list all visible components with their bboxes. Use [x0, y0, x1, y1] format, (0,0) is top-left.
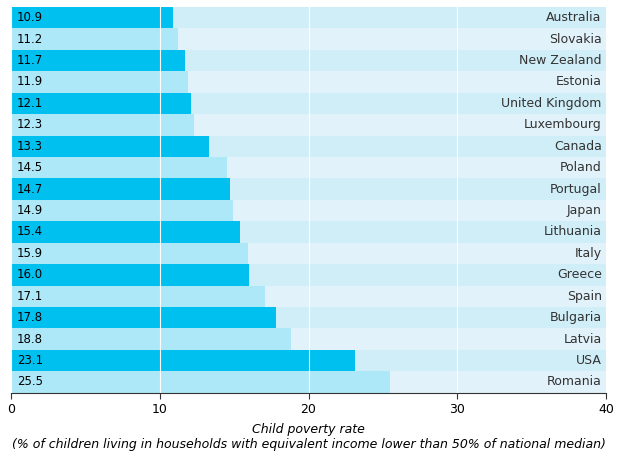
Bar	[11, 328, 606, 350]
Bar	[11, 178, 230, 200]
Bar	[11, 28, 606, 50]
Text: 11.9: 11.9	[17, 76, 43, 88]
Text: 14.9: 14.9	[17, 204, 43, 217]
Bar	[11, 243, 248, 264]
Bar	[11, 200, 606, 221]
Bar	[11, 157, 606, 178]
Text: 12.1: 12.1	[17, 97, 43, 110]
Text: Latvia: Latvia	[563, 333, 602, 346]
Text: 17.1: 17.1	[17, 290, 43, 303]
Bar	[11, 71, 188, 93]
Text: USA: USA	[576, 354, 602, 367]
Bar	[11, 178, 606, 200]
Text: Luxembourg: Luxembourg	[524, 118, 602, 131]
Text: Bulgaria: Bulgaria	[550, 311, 602, 324]
Text: Italy: Italy	[574, 247, 602, 260]
Bar	[11, 157, 227, 178]
Text: 16.0: 16.0	[17, 268, 43, 281]
Bar	[11, 7, 173, 28]
Bar	[11, 93, 606, 114]
Text: United Kingdom: United Kingdom	[501, 97, 602, 110]
Bar	[11, 371, 606, 393]
Text: 10.9: 10.9	[17, 11, 43, 24]
Bar	[11, 136, 209, 157]
Bar	[11, 114, 194, 136]
Bar	[11, 28, 178, 50]
Text: Australia: Australia	[546, 11, 602, 24]
Bar	[11, 200, 233, 221]
Bar	[11, 350, 606, 371]
Text: Japan: Japan	[567, 204, 602, 217]
Text: Portugal: Portugal	[550, 183, 602, 196]
Text: 15.9: 15.9	[17, 247, 43, 260]
Bar	[11, 71, 606, 93]
Text: Romania: Romania	[546, 376, 602, 388]
X-axis label: Child poverty rate
(% of children living in households with equivalent income lo: Child poverty rate (% of children living…	[12, 423, 605, 451]
Bar	[11, 136, 606, 157]
Text: Slovakia: Slovakia	[549, 33, 602, 46]
Text: 14.7: 14.7	[17, 183, 43, 196]
Text: Poland: Poland	[560, 161, 602, 174]
Bar	[11, 264, 606, 285]
Text: 12.3: 12.3	[17, 118, 43, 131]
Text: 15.4: 15.4	[17, 225, 43, 239]
Text: Spain: Spain	[566, 290, 602, 303]
Text: New Zealand: New Zealand	[519, 54, 602, 67]
Text: 18.8: 18.8	[17, 333, 43, 346]
Text: Greece: Greece	[557, 268, 602, 281]
Bar	[11, 93, 191, 114]
Bar	[11, 243, 606, 264]
Bar	[11, 307, 606, 328]
Bar	[11, 221, 240, 243]
Text: Canada: Canada	[554, 140, 602, 153]
Text: Lithuania: Lithuania	[543, 225, 602, 239]
Text: 11.2: 11.2	[17, 33, 43, 46]
Bar	[11, 350, 355, 371]
Bar	[11, 221, 606, 243]
Text: 13.3: 13.3	[17, 140, 43, 153]
Bar	[11, 285, 606, 307]
Text: 23.1: 23.1	[17, 354, 43, 367]
Bar	[11, 285, 265, 307]
Bar	[11, 328, 291, 350]
Text: 11.7: 11.7	[17, 54, 43, 67]
Bar	[11, 264, 249, 285]
Bar	[11, 7, 606, 28]
Text: Estonia: Estonia	[556, 76, 602, 88]
Bar	[11, 50, 606, 71]
Bar	[11, 50, 185, 71]
Bar	[11, 114, 606, 136]
Text: 25.5: 25.5	[17, 376, 43, 388]
Bar	[11, 307, 276, 328]
Text: 17.8: 17.8	[17, 311, 43, 324]
Bar	[11, 371, 391, 393]
Text: 14.5: 14.5	[17, 161, 43, 174]
